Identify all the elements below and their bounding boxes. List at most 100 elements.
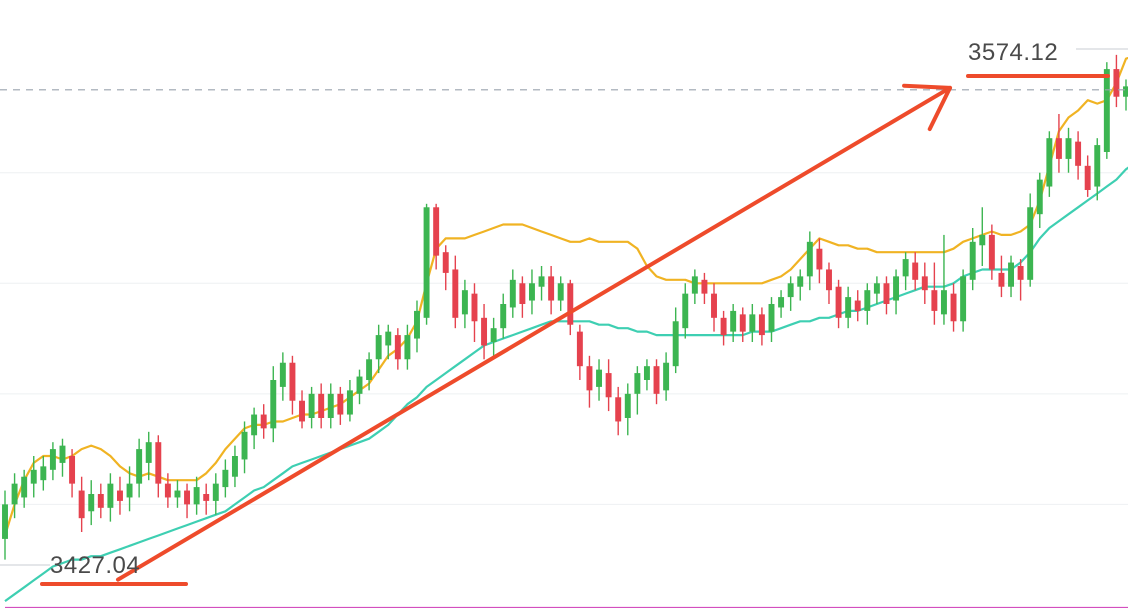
candle-21 bbox=[203, 483, 210, 515]
candle-70 bbox=[672, 307, 679, 374]
candle-body bbox=[682, 293, 689, 329]
candle-96 bbox=[921, 262, 928, 304]
candle-body bbox=[222, 469, 229, 488]
candle-body bbox=[845, 297, 852, 318]
candle-body bbox=[1027, 207, 1034, 280]
candle-53 bbox=[509, 269, 516, 318]
trend-arrow-head bbox=[902, 83, 952, 132]
candle-102 bbox=[979, 207, 986, 266]
candle-body bbox=[624, 393, 631, 418]
candle-98 bbox=[940, 234, 947, 325]
candle-84 bbox=[806, 231, 813, 291]
candle-22 bbox=[212, 473, 219, 515]
candle-10 bbox=[97, 483, 104, 519]
candle-body bbox=[145, 442, 152, 463]
candle-body bbox=[404, 335, 411, 360]
candle-13 bbox=[126, 466, 133, 512]
candle-body bbox=[164, 483, 171, 498]
candle-114 bbox=[1094, 138, 1101, 201]
candle-body bbox=[30, 469, 37, 484]
candle-46 bbox=[442, 245, 449, 291]
candle-body bbox=[672, 321, 679, 367]
candle-body bbox=[174, 490, 181, 498]
candle-body bbox=[2, 504, 8, 539]
candle-74 bbox=[711, 283, 717, 332]
candle-body bbox=[1084, 165, 1091, 190]
candle-body bbox=[720, 317, 727, 336]
candle-108 bbox=[1036, 172, 1043, 228]
candle-body bbox=[184, 490, 191, 505]
candles bbox=[2, 54, 1128, 560]
candle-body bbox=[969, 241, 976, 280]
candle-body bbox=[1036, 179, 1043, 215]
candle-4 bbox=[40, 456, 47, 491]
candle-100 bbox=[960, 269, 967, 332]
candle-body bbox=[643, 366, 650, 380]
candle-body bbox=[902, 259, 909, 277]
candle-116 bbox=[1113, 54, 1120, 108]
candle-body bbox=[1123, 86, 1128, 97]
candle-72 bbox=[691, 269, 698, 304]
middle-band-line bbox=[4, 166, 1128, 602]
candle-99 bbox=[950, 283, 957, 332]
candle-body bbox=[1103, 69, 1110, 152]
candle-body bbox=[471, 293, 478, 322]
candle-7 bbox=[69, 449, 76, 498]
candle-body bbox=[749, 314, 756, 332]
candle-89 bbox=[854, 290, 861, 322]
candle-28 bbox=[270, 366, 277, 443]
candle-37 bbox=[356, 369, 363, 405]
candle-body bbox=[586, 366, 593, 391]
candle-body bbox=[864, 290, 871, 311]
candle-body bbox=[500, 304, 507, 329]
candle-8 bbox=[78, 476, 85, 532]
candle-body bbox=[538, 276, 545, 287]
candle-body bbox=[59, 445, 66, 463]
candle-60 bbox=[576, 324, 583, 380]
candle-body bbox=[835, 286, 842, 318]
candle-97 bbox=[931, 262, 938, 325]
candle-body bbox=[701, 279, 708, 294]
candle-body bbox=[663, 362, 670, 391]
candle-110 bbox=[1055, 114, 1062, 173]
candle-24 bbox=[231, 445, 238, 488]
candle-41 bbox=[394, 328, 401, 370]
candle-body bbox=[596, 369, 603, 387]
candle-62 bbox=[596, 359, 603, 401]
candle-36 bbox=[346, 380, 353, 422]
candle-body bbox=[979, 234, 986, 246]
candle-body bbox=[327, 393, 334, 418]
candle-61 bbox=[586, 355, 593, 408]
candle-59 bbox=[567, 279, 574, 336]
candle-44 bbox=[423, 203, 430, 325]
candle-75 bbox=[720, 310, 727, 346]
candle-body bbox=[49, 449, 56, 470]
candle-body bbox=[854, 300, 861, 311]
candle-11 bbox=[107, 473, 114, 522]
candle-16 bbox=[155, 435, 162, 498]
candle-body bbox=[21, 476, 28, 498]
candle-body bbox=[78, 490, 85, 519]
candle-body bbox=[1046, 138, 1053, 187]
candle-body bbox=[442, 252, 449, 273]
candle-body bbox=[528, 283, 535, 301]
candle-body bbox=[11, 483, 18, 505]
candle-112 bbox=[1075, 131, 1082, 180]
candle-body bbox=[433, 207, 440, 256]
candle-body bbox=[481, 317, 488, 346]
candle-body bbox=[231, 456, 238, 477]
candle-body bbox=[653, 366, 660, 394]
candle-body bbox=[308, 393, 315, 418]
candle-body bbox=[730, 310, 737, 332]
candle-body bbox=[1065, 138, 1072, 159]
candle-6 bbox=[59, 438, 66, 477]
candle-104 bbox=[998, 255, 1005, 298]
bollinger-bands bbox=[3, 56, 1128, 608]
candle-body bbox=[452, 269, 459, 318]
candle-95 bbox=[912, 252, 919, 291]
candle-76 bbox=[730, 304, 737, 342]
candle-body bbox=[299, 400, 305, 422]
candle-body bbox=[960, 276, 967, 322]
